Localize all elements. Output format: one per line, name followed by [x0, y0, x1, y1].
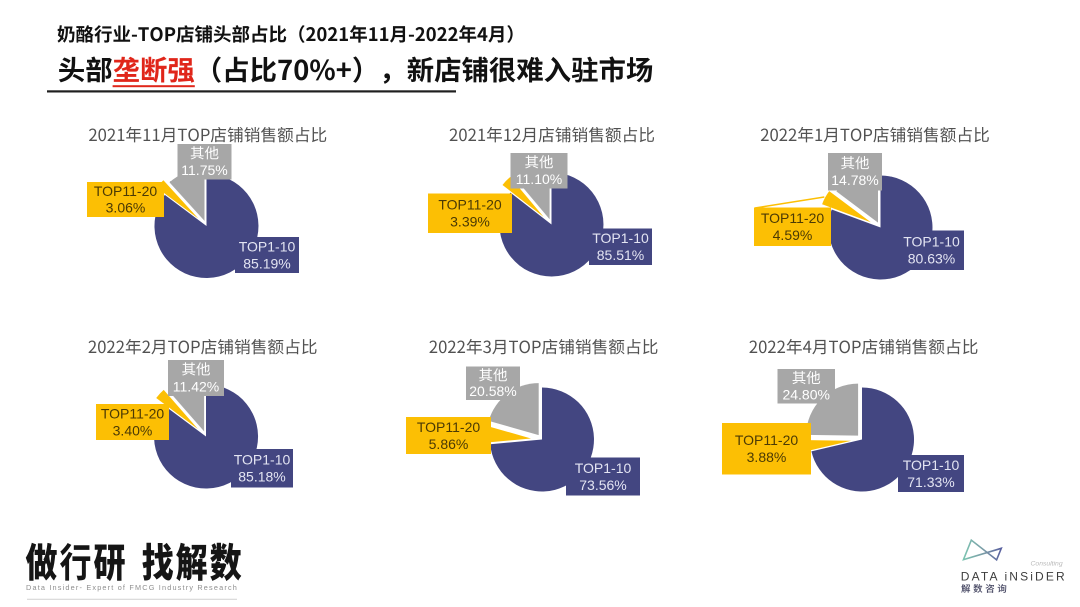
- svg-text:TOP1-10: TOP1-10: [903, 234, 960, 250]
- svg-text:4.59%: 4.59%: [773, 227, 813, 243]
- svg-text:5.86%: 5.86%: [429, 436, 469, 452]
- svg-text:71.33%: 71.33%: [907, 474, 954, 490]
- svg-text:TOP11-20: TOP11-20: [101, 405, 165, 421]
- svg-text:TOP1-10: TOP1-10: [903, 457, 960, 473]
- svg-text:TOP11-20: TOP11-20: [438, 197, 502, 213]
- svg-text:14.78%: 14.78%: [831, 172, 878, 188]
- svg-text:Data Insider- Expert of FMCG I: Data Insider- Expert of FMCG Industry Re…: [26, 583, 238, 592]
- svg-text:11.75%: 11.75%: [181, 162, 227, 178]
- svg-text:TOP1-10: TOP1-10: [234, 452, 291, 468]
- svg-text:3.88%: 3.88%: [747, 449, 787, 465]
- svg-text:73.56%: 73.56%: [579, 477, 626, 493]
- svg-text:TOP1-10: TOP1-10: [592, 230, 649, 246]
- svg-text:DATA iNSiDER: DATA iNSiDER: [961, 570, 1067, 584]
- svg-text:11.42%: 11.42%: [173, 378, 219, 394]
- svg-text:3.39%: 3.39%: [450, 214, 490, 230]
- svg-text:85.19%: 85.19%: [243, 255, 290, 271]
- svg-text:85.51%: 85.51%: [597, 247, 644, 263]
- svg-text:TOP1-10: TOP1-10: [575, 460, 632, 476]
- svg-text:80.63%: 80.63%: [908, 251, 955, 267]
- svg-text:TOP11-20: TOP11-20: [735, 432, 799, 448]
- svg-text:3.40%: 3.40%: [113, 422, 153, 438]
- svg-text:85.18%: 85.18%: [238, 469, 285, 485]
- svg-text:24.80%: 24.80%: [782, 386, 829, 402]
- svg-text:TOP11-20: TOP11-20: [417, 419, 481, 435]
- svg-text:3.06%: 3.06%: [106, 200, 146, 216]
- svg-text:TOP11-20: TOP11-20: [94, 183, 158, 199]
- svg-text:Consulting: Consulting: [1031, 561, 1063, 568]
- svg-text:20.58%: 20.58%: [469, 383, 516, 399]
- svg-text:TOP11-20: TOP11-20: [761, 210, 825, 226]
- svg-text:11.10%: 11.10%: [516, 171, 562, 187]
- svg-text:TOP1-10: TOP1-10: [239, 238, 296, 254]
